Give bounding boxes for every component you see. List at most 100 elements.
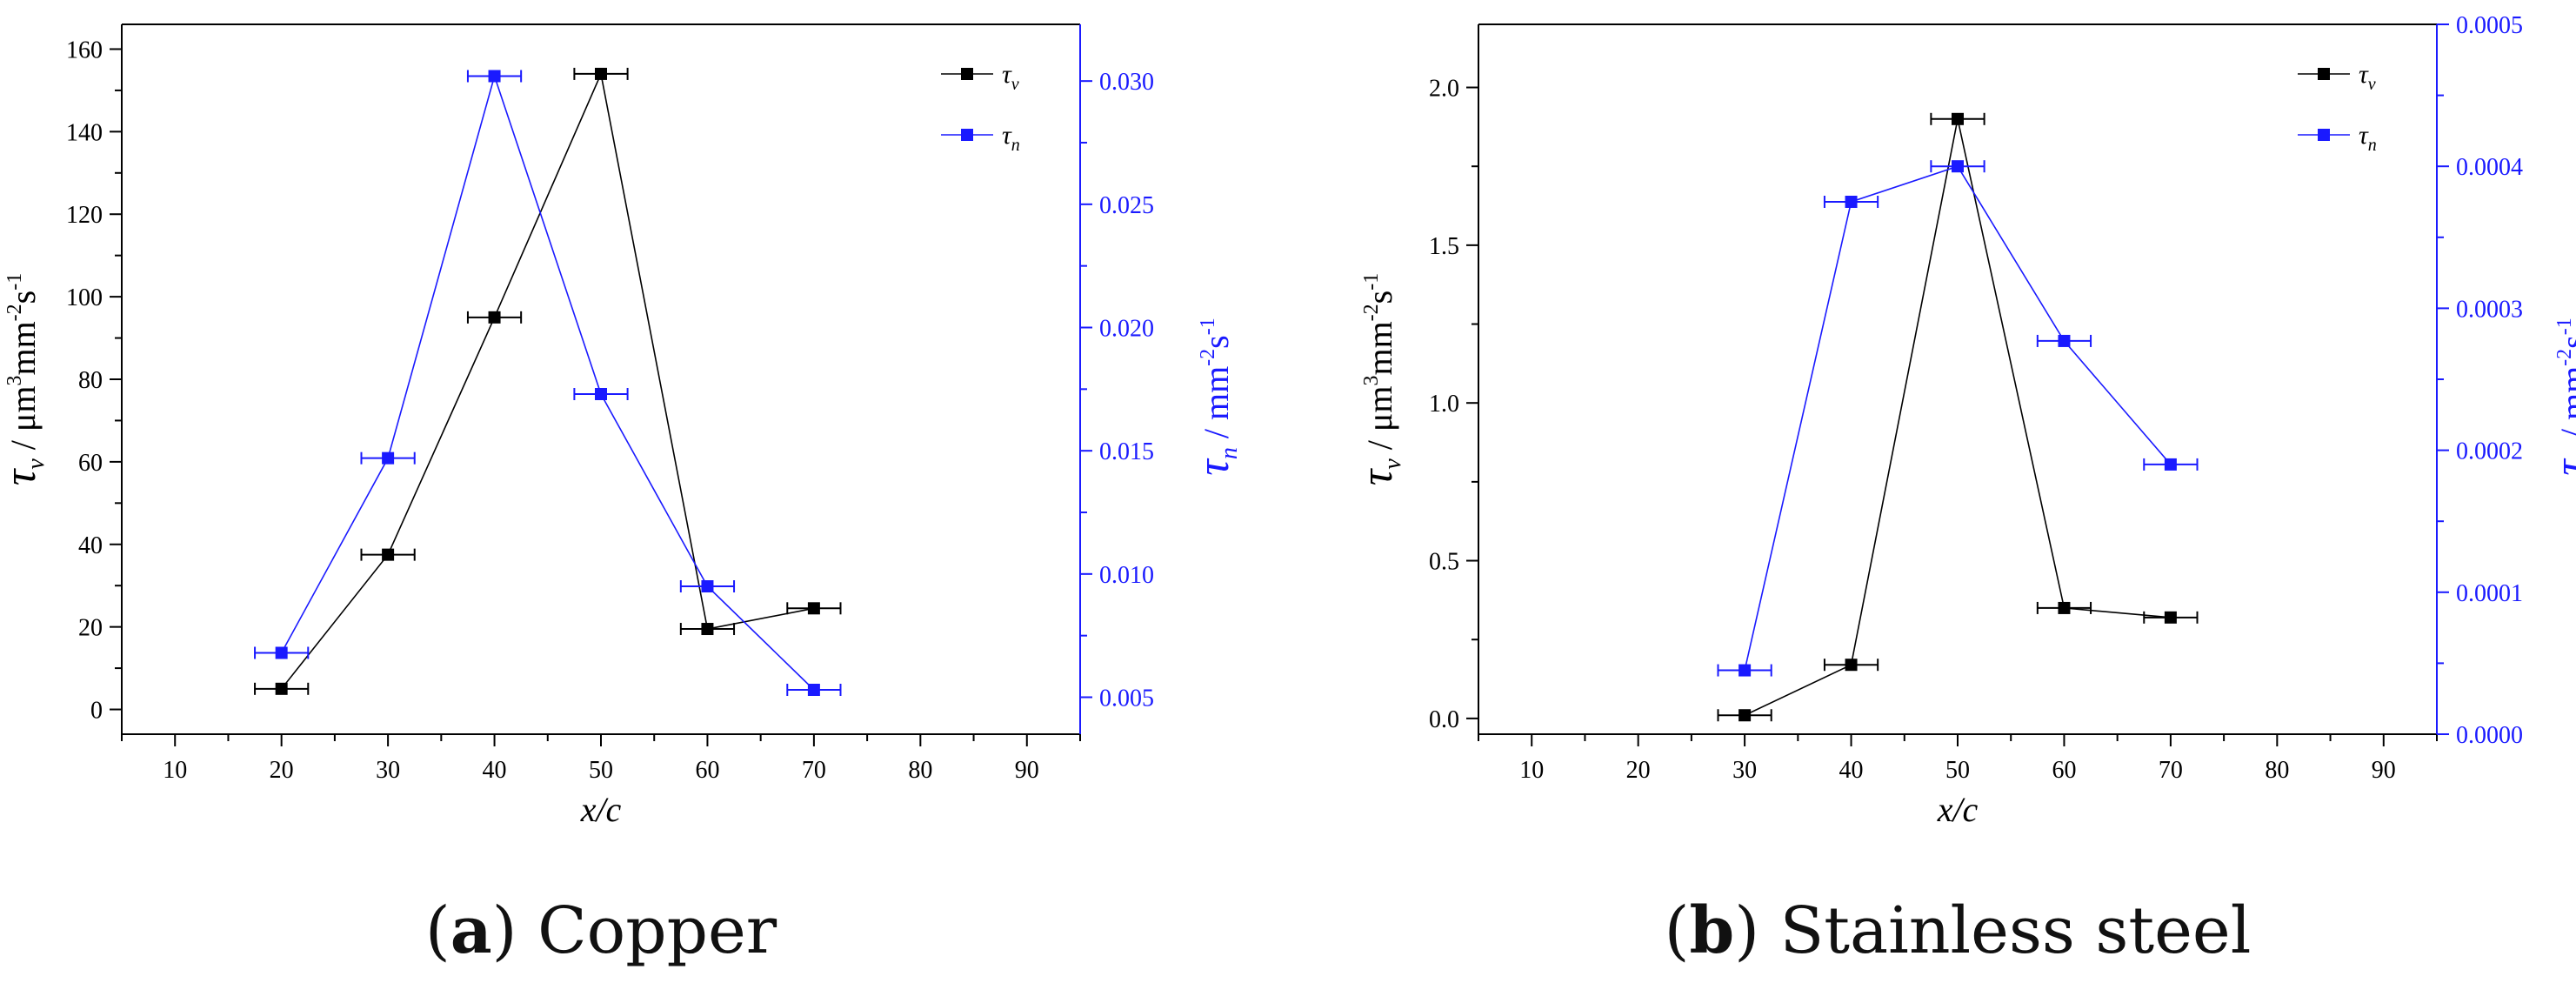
y-left-label-subscript: v [1379,458,1406,470]
x-tick-label: 60 [695,757,719,784]
data-point-n [488,70,501,83]
y-left-tick-label: 0 [90,698,103,725]
series-line-n [1744,165,2172,671]
caption-letter: b [1689,893,1734,968]
series-line-v [1744,118,2171,716]
y-left-tick-label: 0.0 [1429,706,1459,733]
y-right-label-unit: s [2553,335,2576,349]
y-right-axis-label: τn / mm-2s-1 [1189,318,1243,476]
y-right-tick-label: 0.0003 [2456,296,2523,323]
data-point-v [2164,611,2177,624]
series-line-v [281,71,815,690]
data-point-v [275,682,288,695]
x-axis-label: x/c [580,790,622,829]
legend-label: τv [2359,60,2376,94]
x-tick-label: 20 [1626,757,1651,784]
y-left-label-sup: -2 [3,304,26,321]
y-right-label-symbol: τ [1189,458,1238,476]
y-left-label-unit: / μm [1360,386,1399,459]
y-right-label-sup: -2 [2553,349,2576,366]
y-right-label-symbol: τ [2546,458,2576,476]
y-right-tick-label: 0.015 [1099,438,1154,465]
x-tick-label: 70 [802,757,826,784]
y-right-axis-label: τn / mm-2s-1 [2546,318,2576,476]
y-left-label-subscript: v [23,458,50,470]
y-left-tick-label: 140 [66,119,103,146]
legend-label: τn [2359,121,2377,155]
y-right-tick-label: 0.0004 [2456,154,2523,181]
y-right-label-sup: -1 [1197,318,1219,335]
legend-marker [961,129,973,141]
data-point-v [807,602,820,615]
legend-label-subscript: n [1011,136,1020,155]
y-left-label-symbol: τ [0,467,45,485]
y-left-axis-label: τv / μm3mm-2s-1 [0,273,50,486]
legend-label-subscript: n [2368,136,2377,155]
y-left-axis-label: τv / μm3mm-2s-1 [1352,273,1406,486]
caption-text: ) Copper [492,893,777,968]
y-left-tick-label: 1.0 [1429,391,1459,418]
y-right-label-sup: -2 [1197,349,1219,366]
data-point-n [807,684,820,696]
y-left-label-sup: -1 [1360,273,1383,291]
panel-stainless-steel: 10 20 30 40 50 60 70 80 90 0.0 0.5 1.0 1.5 2.0 0.0000 0… [1352,12,2576,968]
y-right-label-unit: s [1197,335,1236,349]
y-left-label-symbol: τ [1352,467,1402,485]
legend-marker [961,68,973,80]
x-tick-label: 50 [589,757,613,784]
y-left-tick-label: 20 [78,615,103,642]
y-right-label-unit: / mm [1197,366,1236,447]
x-tick-label: 90 [2372,757,2396,784]
y-right-label-subscript: n [2573,447,2576,459]
y-left-label-sup: 3 [1360,376,1383,386]
y-left-tick-label: 60 [78,450,103,477]
y-left-label-sup: 3 [3,376,26,386]
y-left-label-unit: mm [1360,321,1399,375]
y-right-tick-label: 0.0001 [2456,580,2523,607]
y-left-label-unit: s [1360,291,1399,304]
x-tick-label: 10 [163,757,187,784]
legend-label-symbol: τ [2359,121,2369,150]
y-right-tick-label: 0.005 [1099,685,1154,712]
x-tick-label: 70 [2159,757,2183,784]
legend-marker [2318,68,2330,80]
y-left-label-sup: -1 [3,273,26,291]
panel-copper: 10 20 30 40 50 60 70 80 90 0 20 40 60 80 100 120 140 160 0… [0,23,1243,968]
y-right-label-unit: / mm [2553,366,2576,447]
x-tick-label: 40 [1839,757,1864,784]
legend-label: τv [1002,60,1019,94]
legend-label-symbol: τ [1002,60,1012,89]
legend-label-subscript: v [1011,75,1019,94]
data-point-n [1845,196,1858,208]
legend-label-symbol: τ [2359,60,2369,89]
x-tick-label: 30 [376,757,400,784]
y-left-tick-label: 40 [78,532,103,559]
panel-caption: (a) Copper [425,893,777,968]
caption-text: ) Stainless steel [1734,893,2251,968]
data-point-v [595,67,607,80]
y-left-tick-label: 0.5 [1429,549,1459,576]
data-point-v [701,623,714,636]
y-left-label-sup: -2 [1360,304,1383,321]
y-right-label-subscript: n [1216,447,1243,459]
x-tick-label: 40 [483,757,507,784]
y-right-label-sup: -1 [2553,318,2576,335]
y-right-tick-label: 0.0000 [2456,722,2523,749]
y-right-tick-label: 0.020 [1099,316,1154,343]
data-point-v [1738,709,1752,722]
x-tick-label: 20 [270,757,294,784]
y-left-label-unit: / μm [3,386,43,459]
data-point-n [701,580,714,592]
y-left-label-unit: mm [3,321,43,375]
y-left-tick-label: 2.0 [1429,76,1459,103]
y-right-tick-label: 0.010 [1099,562,1154,589]
legend-label-symbol: τ [1002,121,1012,150]
data-point-n [2058,334,2071,347]
data-point-v [1952,112,1964,125]
y-left-tick-label: 80 [78,367,103,394]
data-point-n [1738,664,1752,677]
legend-label-subscript: v [2368,75,2376,94]
x-tick-label: 80 [908,757,932,784]
y-right-tick-label: 0.0005 [2456,12,2523,39]
